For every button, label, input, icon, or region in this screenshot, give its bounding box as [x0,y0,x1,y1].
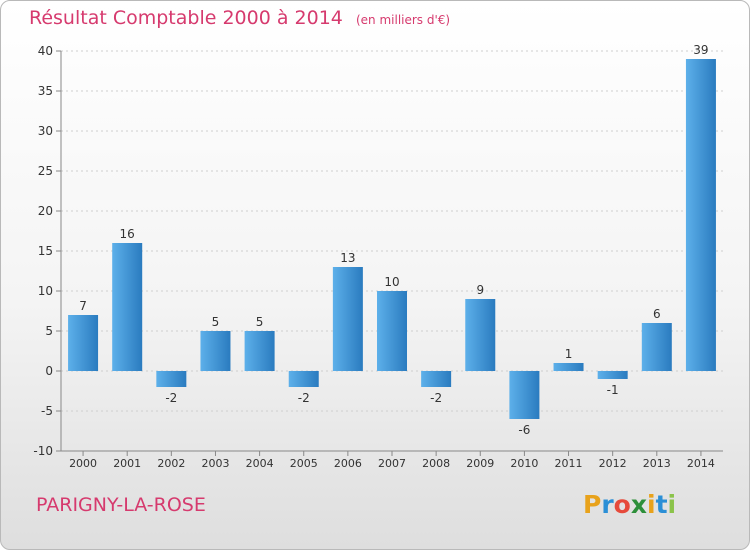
logo-letter: i [647,490,656,519]
bar [685,59,716,371]
y-tick-label: 15 [38,244,53,258]
bar-value-label: 7 [79,299,87,313]
bar-value-label: 13 [340,251,355,265]
bar-value-label: -2 [165,391,177,405]
logo-letter: t [655,490,668,519]
bar-value-label: 5 [212,315,220,329]
bar [68,315,99,371]
bar [465,299,496,371]
y-tick-label: -10 [33,444,53,458]
x-tick-label: 2008 [422,457,450,470]
proxiti-logo: Proxiti [583,490,676,519]
y-tick-label: 0 [45,364,53,378]
chart-unit: (en milliers d'€) [355,13,451,27]
x-tick-label: 2014 [687,457,715,470]
chart-title: Résultat Comptable 2000 à 2014 (en milli… [29,7,450,29]
bar-value-label: -6 [518,423,530,437]
bar-value-label: -2 [430,391,442,405]
bar-value-label: 16 [120,227,135,241]
x-tick-label: 2000 [69,457,97,470]
chart-title-text: Résultat Comptable 2000 à 2014 [29,7,343,29]
bar-value-label: 39 [693,43,708,57]
logo-letter: o [613,490,631,519]
bar [200,331,231,371]
commune-name: PARIGNY-LA-ROSE [36,494,206,516]
x-tick-label: 2010 [510,457,538,470]
bar [421,371,452,387]
bar-value-label: -2 [298,391,310,405]
bar-value-label: 5 [256,315,264,329]
bar-value-label: 1 [565,347,573,361]
logo-letter: r [601,490,614,519]
x-tick-label: 2001 [113,457,141,470]
bar-value-label: 10 [384,275,399,289]
y-tick-label: 5 [45,324,53,338]
bar-value-label: 9 [476,283,484,297]
y-tick-label: 35 [38,84,53,98]
bar-value-label: 6 [653,307,661,321]
x-tick-label: 2005 [290,457,318,470]
x-tick-label: 2012 [599,457,627,470]
y-tick-label: -5 [41,404,53,418]
bar [332,267,363,371]
bar-value-label: -1 [607,383,619,397]
y-tick-label: 25 [38,164,53,178]
logo-letter: x [630,490,647,519]
x-tick-label: 2004 [246,457,274,470]
bar [641,323,672,371]
x-tick-label: 2009 [466,457,494,470]
x-tick-label: 2003 [201,457,229,470]
x-tick-label: 2007 [378,457,406,470]
y-tick-label: 30 [38,124,53,138]
bar [597,371,628,379]
x-tick-label: 2011 [555,457,583,470]
logo-letter: i [667,490,677,519]
x-tick-label: 2006 [334,457,362,470]
x-tick-label: 2013 [643,457,671,470]
bar [509,371,540,419]
bar [112,243,143,371]
bar [244,331,275,371]
bar [288,371,319,387]
y-tick-label: 40 [38,44,53,58]
bar [156,371,187,387]
y-tick-label: 20 [38,204,53,218]
logo-letter: P [583,490,602,519]
x-tick-label: 2002 [157,457,185,470]
bar [553,363,584,371]
y-tick-label: 10 [38,284,53,298]
bar [377,291,407,371]
